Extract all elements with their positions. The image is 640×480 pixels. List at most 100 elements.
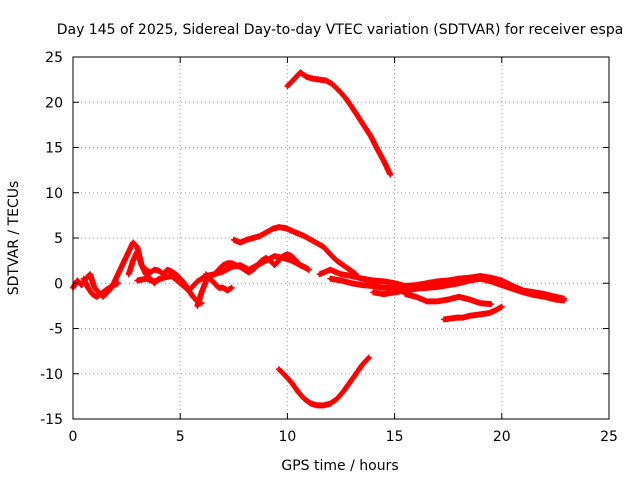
data-point [307,268,311,272]
data-point [388,173,392,177]
data-point [230,286,234,290]
axes: 0 5 10 15 20 25 -15 -10 -5 0 5 10 15 20 25 [40,50,618,445]
data-point [234,263,238,267]
series-markers [284,69,394,178]
data-point [277,259,281,263]
data-point [157,268,161,273]
data-point [315,403,320,408]
data-point [448,316,452,321]
data-point [305,75,309,79]
data-point [200,290,204,294]
data-point [94,295,99,299]
data-point [414,295,418,299]
data-point [212,281,217,285]
x-tick-label: 0 [69,429,78,445]
data-point [178,281,182,285]
x-tick-label: 5 [176,429,185,445]
data-point [187,288,191,293]
data-point [165,268,169,272]
data-point [290,229,294,233]
series-arc-13 [402,291,495,308]
data-point [350,105,354,109]
data-point [328,402,332,406]
y-axis-label: SDTVAR / TECUs [6,181,22,296]
data-point [356,115,360,119]
data-point [127,249,131,254]
data-point [281,254,285,258]
data-point [285,252,289,256]
y-tick-label: -5 [49,322,63,338]
data-point [208,277,212,281]
data-point [543,295,547,299]
data-point [455,316,459,320]
data-point [322,245,326,249]
data-point [174,272,178,276]
y-tick-label: 15 [45,141,63,157]
series-arc-9 [275,354,372,409]
data-point [343,96,347,100]
data-point [144,272,148,276]
data-point [330,82,335,86]
data-point [468,278,472,283]
data-point [135,249,139,254]
chart-title: Day 145 of 2025, Sidereal Day-to-day VTE… [57,22,624,38]
data-point [369,135,373,139]
data-point [191,295,195,299]
data-point [170,269,174,274]
data-point [86,286,90,290]
data-point [478,277,482,281]
y-tick-label: 10 [45,186,63,202]
data-point [277,225,281,229]
data-point [489,278,493,283]
data-point [251,268,255,272]
data-point [245,238,249,242]
data-point [337,88,341,93]
data-point [268,259,272,263]
data-point [140,263,144,267]
data-point [195,279,199,284]
data-point [382,292,386,296]
data-point [457,281,461,285]
data-point [414,287,418,291]
data-point [367,355,371,360]
data-point [322,403,326,408]
data-point [260,259,264,263]
data-point [425,286,429,290]
data-point [371,284,375,288]
data-point [328,277,332,281]
data-point [144,277,148,281]
data-point [255,263,259,267]
data-point [393,281,397,285]
data-point [532,293,536,297]
data-point [360,277,365,281]
data-point [553,297,558,302]
data-point [500,281,504,285]
data-point [350,274,354,278]
data-point [99,292,103,296]
data-point [315,241,320,246]
data-point [403,288,407,293]
grid [73,57,609,419]
data-point [270,227,274,231]
data-point [371,290,375,294]
data-point [127,272,131,276]
data-point [328,252,332,256]
data-point [347,268,352,272]
data-point [461,316,465,320]
data-point [393,286,397,290]
data-point [285,84,289,88]
series-markers [275,354,372,409]
data-point [362,125,367,129]
data-point [264,256,268,260]
x-tick-label: 25 [600,429,618,445]
y-tick-label: -10 [40,367,63,383]
data-point [152,268,157,272]
data-point [562,298,566,303]
y-tick-label: 0 [54,276,63,292]
data-point [75,278,79,283]
data-point [521,290,525,294]
data-point [446,297,450,302]
series-arc-12 [370,275,505,298]
data-point [298,70,302,74]
data-point [225,261,229,265]
